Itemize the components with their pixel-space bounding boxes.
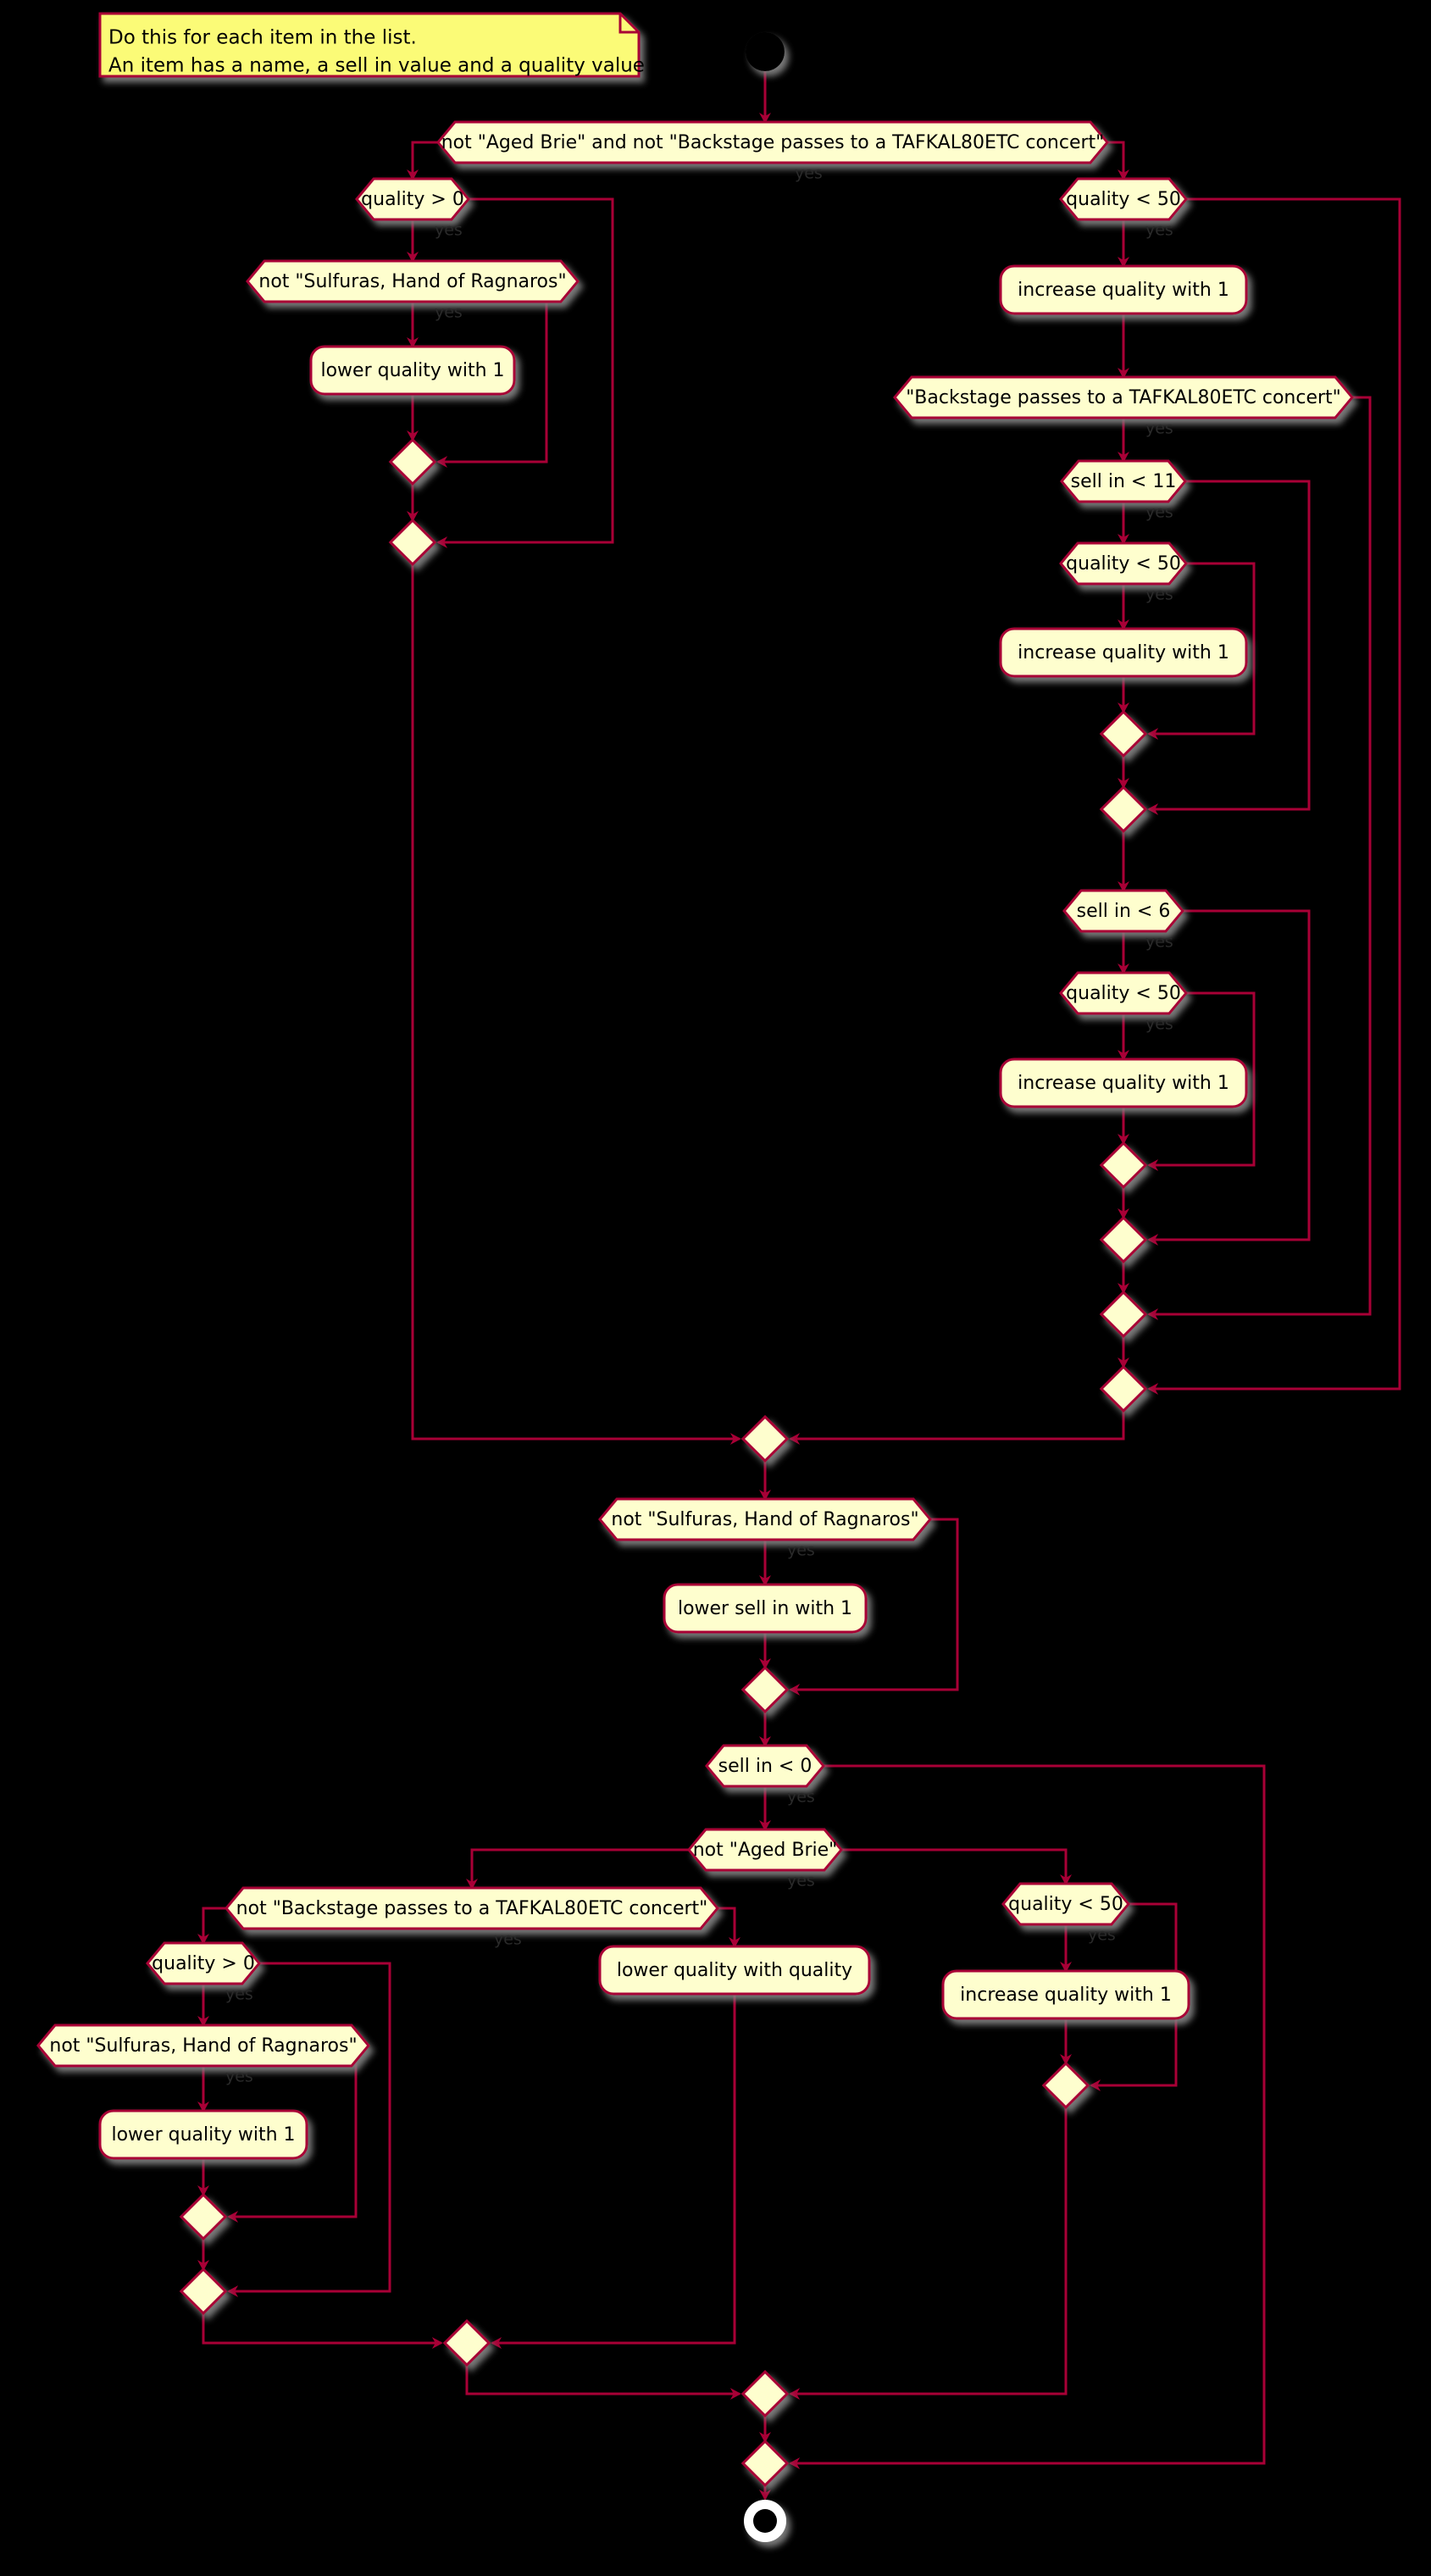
branch-label-yes: yes xyxy=(1145,933,1173,952)
merge-node xyxy=(1101,1292,1145,1336)
node-label: quality < 50 xyxy=(1008,1894,1123,1915)
merge-node xyxy=(391,520,435,564)
flow-edge xyxy=(1149,397,1370,1314)
branch-label-yes: yes xyxy=(1145,221,1173,240)
node-label: not "Sulfuras, Hand of Ragnaros" xyxy=(258,271,566,292)
node-label: increase quality with 1 xyxy=(1018,280,1229,301)
node-label: increase quality with 1 xyxy=(1018,1073,1229,1094)
branch-label-yes: yes xyxy=(787,1541,815,1560)
node-label: quality > 0 xyxy=(152,1953,255,1974)
node-label: sell in < 11 xyxy=(1071,471,1177,492)
branch-label-yes: yes xyxy=(1145,1015,1173,1034)
branch-label-yes: yes xyxy=(1145,586,1173,604)
branch-label-yes: yes xyxy=(1145,503,1173,522)
node-label: "Backstage passes to a TAFKAL80ETC conce… xyxy=(906,387,1341,408)
branch-label-yes: yes xyxy=(225,1985,253,2004)
flow-edge xyxy=(790,1766,1264,2463)
node-label: not "Sulfuras, Hand of Ragnaros" xyxy=(611,1509,918,1530)
branch-label-yes: yes xyxy=(435,303,463,322)
merge-node xyxy=(391,440,435,484)
branch-label-yes: yes xyxy=(787,1788,815,1807)
merge-node xyxy=(1044,2063,1088,2107)
flow-edge xyxy=(413,142,438,179)
node-label: lower quality with 1 xyxy=(111,2124,295,2146)
end-circle xyxy=(745,2501,785,2541)
node-label: quality > 0 xyxy=(361,189,464,210)
merge-node xyxy=(1101,787,1145,831)
branch-label-yes: yes xyxy=(225,2068,253,2086)
flow-edge xyxy=(203,1908,226,1943)
node-label: sell in < 6 xyxy=(1077,901,1171,922)
merge-node xyxy=(1101,1143,1145,1187)
node-label: lower sell in with 1 xyxy=(678,1598,852,1619)
merge-node xyxy=(1101,1218,1145,1262)
flow-edge xyxy=(413,564,740,1439)
activity-diagram-canvas: not "Aged Brie" and not "Backstage passe… xyxy=(0,0,1431,2576)
branch-label-yes: yes xyxy=(494,1930,522,1949)
branch-label-yes: yes xyxy=(787,1872,815,1890)
merge-node xyxy=(181,2195,225,2239)
node-label: quality < 50 xyxy=(1066,189,1181,210)
merge-node xyxy=(445,2321,489,2365)
merge-node xyxy=(743,1417,787,1461)
branch-label-yes: yes xyxy=(435,221,463,240)
merge-node xyxy=(743,2372,787,2416)
flow-edge xyxy=(1107,142,1123,179)
flow-edge xyxy=(203,2313,441,2343)
flow-edge xyxy=(718,1908,735,1946)
node-label: quality < 50 xyxy=(1066,983,1181,1004)
edge-layer xyxy=(203,70,1400,2499)
node-label: not "Aged Brie" and not "Backstage passe… xyxy=(441,132,1105,153)
flow-edge xyxy=(472,1850,689,1888)
node-layer: not "Aged Brie" and not "Backstage passe… xyxy=(38,122,1352,2485)
node-label: lower quality with 1 xyxy=(320,360,504,381)
node-label: quality < 50 xyxy=(1066,553,1181,575)
node-label: not "Backstage passes to a TAFKAL80ETC c… xyxy=(236,1898,708,1919)
merge-node xyxy=(1101,1367,1145,1411)
note-line-1: Do this for each item in the list. xyxy=(108,27,417,49)
merge-node xyxy=(1101,712,1145,756)
note-line-2: An item has a name, a sell in value and … xyxy=(108,55,645,77)
flow-edge xyxy=(841,1850,1066,1884)
flow-edge xyxy=(790,2107,1066,2394)
branch-label-yes: yes xyxy=(795,164,823,183)
node-label: lower quality with quality xyxy=(617,1960,852,1981)
branch-label-yes: yes xyxy=(1145,419,1173,438)
node-label: sell in < 0 xyxy=(718,1756,813,1777)
merge-node xyxy=(743,1668,787,1712)
merge-node xyxy=(181,2269,225,2313)
flow-edge xyxy=(467,2365,740,2394)
node-label: increase quality with 1 xyxy=(1018,642,1229,663)
start-circle xyxy=(746,33,784,70)
flow-edge xyxy=(492,1994,735,2343)
branch-label-yes: yes xyxy=(1088,1926,1116,1945)
diagram-svg: not "Aged Brie" and not "Backstage passe… xyxy=(0,0,1431,2576)
node-label: not "Aged Brie" xyxy=(693,1840,838,1861)
merge-node xyxy=(743,2441,787,2485)
flow-edge xyxy=(790,1411,1123,1439)
node-label: not "Sulfuras, Hand of Ragnaros" xyxy=(49,2035,357,2057)
node-label: increase quality with 1 xyxy=(960,1985,1172,2006)
